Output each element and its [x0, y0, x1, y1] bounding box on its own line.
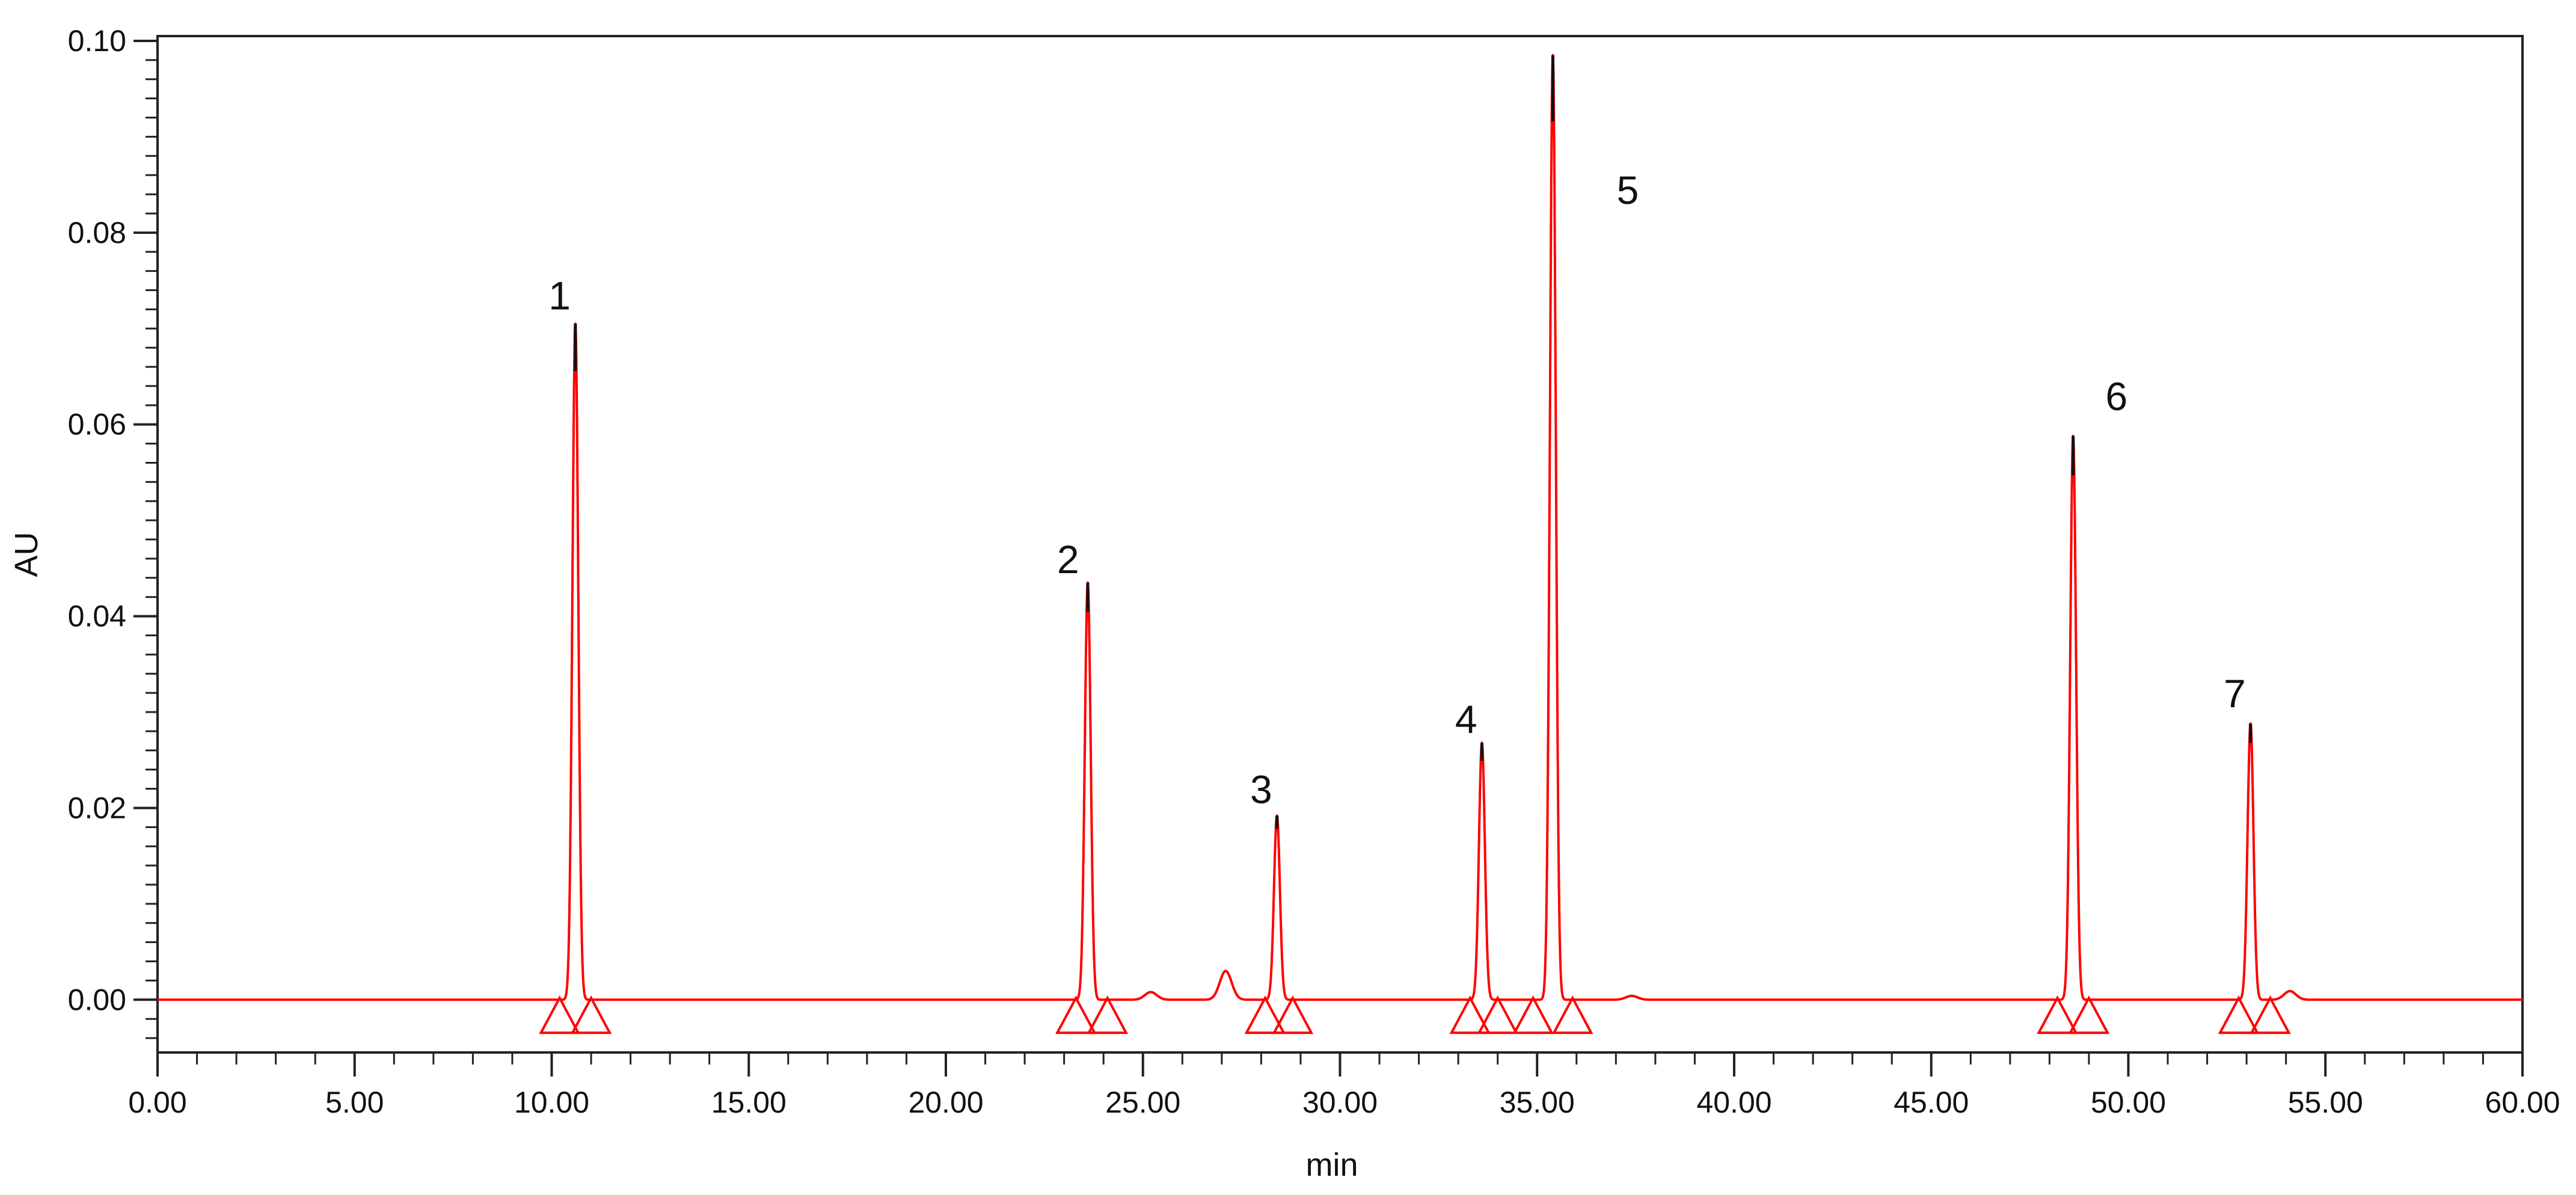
peak-label: 3 [1250, 767, 1272, 811]
integration-marker [1449, 995, 1491, 1034]
x-tick-label: 5.00 [325, 1086, 384, 1119]
y-tick-label: 0.10 [68, 24, 126, 58]
peak-label: 4 [1455, 697, 1477, 742]
y-tick-label: 0.06 [68, 408, 126, 441]
integration-marker [2037, 995, 2078, 1034]
x-tick-label: 60.00 [2485, 1086, 2560, 1119]
peak-label: 6 [2105, 374, 2127, 419]
axis-ticks-group: 0.00 5.00 10.00 15.00 20.00 25.00 30.00 35.00 40… [68, 24, 2560, 1119]
y-tick-label: 0.04 [68, 600, 126, 633]
trace-group [156, 54, 2524, 1001]
x-tick-label: 30.00 [1302, 1086, 1378, 1119]
y-tick-label: 0.02 [68, 791, 126, 825]
integration-marker [1272, 995, 1314, 1034]
integration-marker [1477, 995, 1519, 1034]
integration-marker [2068, 995, 2110, 1034]
x-tick-label: 50.00 [2091, 1086, 2166, 1119]
integration-marker [2218, 995, 2260, 1034]
x-tick-label: 15.00 [711, 1086, 787, 1119]
integration-marker [1512, 995, 1554, 1034]
integration-marker [1244, 995, 1286, 1034]
x-tick-label: 40.00 [1696, 1086, 1771, 1119]
integration-marker [1087, 995, 1129, 1034]
x-tick-label: 35.00 [1500, 1086, 1575, 1119]
x-tick-label: 0.00 [128, 1086, 186, 1119]
x-tick-label: 45.00 [1894, 1086, 1969, 1119]
y-tick-label: 0.08 [68, 216, 126, 250]
integration-marker [2249, 995, 2291, 1034]
x-tick-label: 10.00 [514, 1086, 589, 1119]
plot-frame-group [156, 35, 2524, 1054]
integration-marker [1551, 995, 1593, 1034]
x-tick-label: 55.00 [2288, 1086, 2363, 1119]
x-axis-title: min [1305, 1147, 1358, 1183]
peak-label: 5 [1617, 168, 1639, 212]
peak-label: 7 [2224, 671, 2246, 716]
x-tick-label: 25.00 [1105, 1086, 1180, 1119]
integration-marker [1055, 995, 1097, 1034]
peak-label: 1 [548, 273, 571, 318]
chromatogram-trace [156, 54, 2524, 1001]
y-axis-title: AU [8, 532, 44, 577]
y-tick-label: 0.00 [68, 983, 126, 1016]
peak-labels-group: 1 2 3 4 5 6 7 [548, 168, 2246, 811]
integration-marker [539, 995, 580, 1034]
peak-label: 2 [1057, 537, 1079, 582]
x-tick-label: 20.00 [908, 1086, 983, 1119]
integration-marker [570, 995, 612, 1034]
plot-frame [156, 35, 2524, 1054]
integration-markers-group [539, 995, 2291, 1034]
